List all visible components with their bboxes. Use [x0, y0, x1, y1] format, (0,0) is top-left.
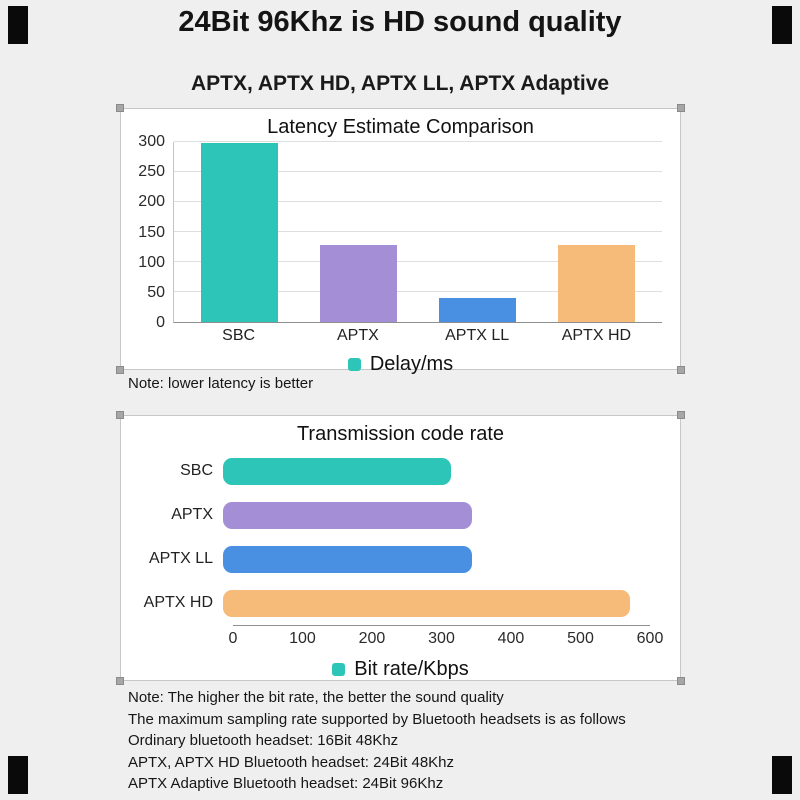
bar-row: APTX LL	[131, 537, 680, 581]
bar-aptx-hd	[223, 589, 631, 617]
bitrate-chart-title: Transmission code rate	[296, 423, 505, 445]
category-label: SBC	[180, 462, 213, 479]
x-tick-label: 300	[428, 630, 455, 647]
bitrate-chart: SBC APTX APTX LL APTX HD 0 100 200 300 400 500 60…	[131, 449, 680, 650]
bar-row: APTX HD	[131, 581, 680, 625]
panel-corner-handle	[116, 411, 124, 419]
x-category-label: APTX	[336, 327, 379, 344]
y-tick-label: 150	[138, 223, 165, 241]
x-tick-label: 600	[636, 630, 664, 647]
panel-corner-handle	[677, 411, 685, 419]
legend-label: Delay/ms	[369, 353, 454, 375]
y-tick-label: 200	[138, 193, 165, 211]
category-label: APTX	[171, 506, 213, 523]
x-tick-label: 200	[358, 630, 386, 647]
bar-cell	[299, 142, 418, 322]
panel-corner-handle	[677, 104, 685, 112]
bitrate-legend: Bit rate/Kbps	[121, 658, 680, 681]
bar-row: APTX	[131, 493, 680, 537]
x-category-label: SBC	[222, 327, 256, 344]
gridline	[174, 231, 662, 232]
latency-chart: 0 50 100 150 200 250 300	[129, 134, 662, 331]
bars	[174, 142, 662, 322]
bar-rows: SBC APTX APTX LL APTX HD	[131, 449, 680, 625]
plot-area	[173, 141, 662, 323]
category-label: APTX HD	[143, 594, 213, 611]
bar-row: SBC	[131, 449, 680, 493]
y-tick-label: 250	[138, 163, 165, 181]
x-category-label: APTX LL	[445, 327, 510, 344]
gridline	[174, 201, 662, 202]
bar-sbc	[223, 457, 451, 485]
note-line: APTX Adaptive Bluetooth headset: 24Bit 9…	[128, 775, 444, 792]
page-subtitle: APTX, APTX HD, APTX LL, APTX Adaptive	[190, 72, 610, 95]
bar-track	[223, 457, 650, 485]
bar-cell	[180, 142, 299, 322]
latency-legend: Delay/ms	[121, 353, 680, 376]
panel-corner-handle	[116, 366, 124, 374]
x-tick-label: 100	[289, 630, 316, 647]
note-line: Ordinary bluetooth headset: 16Bit 48Khz	[128, 732, 399, 749]
legend-swatch	[347, 358, 361, 371]
x-tick-label: 400	[497, 630, 525, 647]
gridline	[174, 141, 662, 142]
bar-track	[223, 589, 650, 617]
panel-corner-handle	[677, 366, 685, 374]
bar-aptx	[319, 245, 398, 322]
gridline	[174, 171, 662, 172]
legend-label: Bit rate/Kbps	[354, 658, 469, 680]
note-line: APTX, APTX HD Bluetooth headset: 24Bit 4…	[128, 753, 455, 771]
bitrate-chart-panel: Transmission code rate SBC APTX APTX LL APT…	[116, 411, 685, 685]
x-axis: 0 100 200 300 400 500 600	[229, 625, 663, 650]
bar-aptx-hd	[557, 245, 636, 322]
y-tick-label: 100	[138, 253, 165, 271]
corner-mark-bottom-right	[772, 756, 792, 794]
latency-note: Note: lower latency is better	[128, 375, 314, 392]
corner-mark-bottom-left	[8, 756, 28, 794]
panel-corner-handle	[116, 104, 124, 112]
x-tick-label: 500	[567, 630, 594, 647]
gridline	[174, 291, 662, 292]
latency-chart-title: Latency Estimate Comparison	[267, 116, 534, 138]
bar-aptx-ll	[223, 545, 473, 573]
latency-chart-panel: Latency Estimate Comparison 0 50 100 150 200…	[116, 104, 685, 375]
panel-corner-handle	[116, 677, 124, 685]
bar-cell	[537, 142, 656, 322]
x-category-label: APTX HD	[561, 327, 632, 344]
gridline	[174, 261, 662, 262]
panel-corner-handle	[677, 677, 685, 685]
bar-track	[223, 501, 650, 529]
corner-mark-top-right	[772, 6, 792, 44]
note-line: The maximum sampling rate supported by B…	[128, 710, 626, 728]
legend-swatch	[332, 663, 346, 676]
bar-cell	[418, 142, 537, 322]
bar-sbc	[200, 143, 279, 322]
page-title: 24Bit 96Khz is HD sound quality	[178, 6, 622, 38]
y-axis: 0 50 100 150 200 250 300	[129, 134, 173, 331]
category-label: APTX LL	[148, 550, 213, 567]
bar-aptx	[223, 501, 473, 529]
footer-notes: Note: The higher the bit rate, the bette…	[128, 687, 690, 795]
corner-mark-top-left	[8, 6, 28, 44]
y-tick-label: 300	[138, 133, 165, 150]
bar-track	[223, 545, 650, 573]
bar-aptx-ll	[438, 298, 517, 322]
x-tick-label: 0	[228, 630, 238, 647]
y-tick-label: 50	[147, 283, 165, 301]
note-line: Note: The higher the bit rate, the bette…	[128, 689, 504, 706]
x-axis-labels: SBC APTX APTX LL APTX HD	[173, 323, 662, 345]
y-tick-label: 0	[156, 314, 165, 331]
